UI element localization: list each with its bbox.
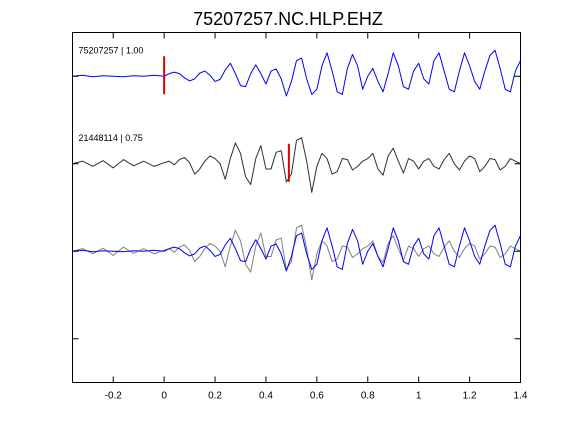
overlay-trace-1: [72, 224, 521, 281]
chart-title: 75207257.NC.HLP.EHZ: [193, 9, 383, 29]
axes: -0.2 0 0.2 0.4 0.6 0.8 1 1.2 1.4: [72, 32, 528, 402]
x-tick-label: 0: [161, 391, 167, 402]
x-tick-label: 0.6: [310, 391, 324, 402]
trace-line-2: [72, 137, 521, 193]
x-tick-label: 0.4: [259, 391, 273, 402]
x-tick-label: 1: [416, 391, 422, 402]
plot-frame: [72, 32, 521, 383]
x-tick-label: 1.4: [514, 391, 528, 402]
trace-line-1: [72, 49, 521, 97]
trace-label-2: 21448114 | 0.75: [79, 133, 143, 143]
trace-label-1: 75207257 | 1.00: [79, 45, 144, 55]
x-tick-label: 0.2: [208, 391, 222, 402]
x-tick-label: -0.2: [105, 391, 123, 402]
overlay-trace-2: [72, 224, 521, 272]
x-tick-label: 1.2: [463, 391, 477, 402]
plot-area: 75207257 | 1.00 21448114 | 0.75: [72, 45, 521, 281]
x-tick-label: 0.8: [361, 391, 375, 402]
